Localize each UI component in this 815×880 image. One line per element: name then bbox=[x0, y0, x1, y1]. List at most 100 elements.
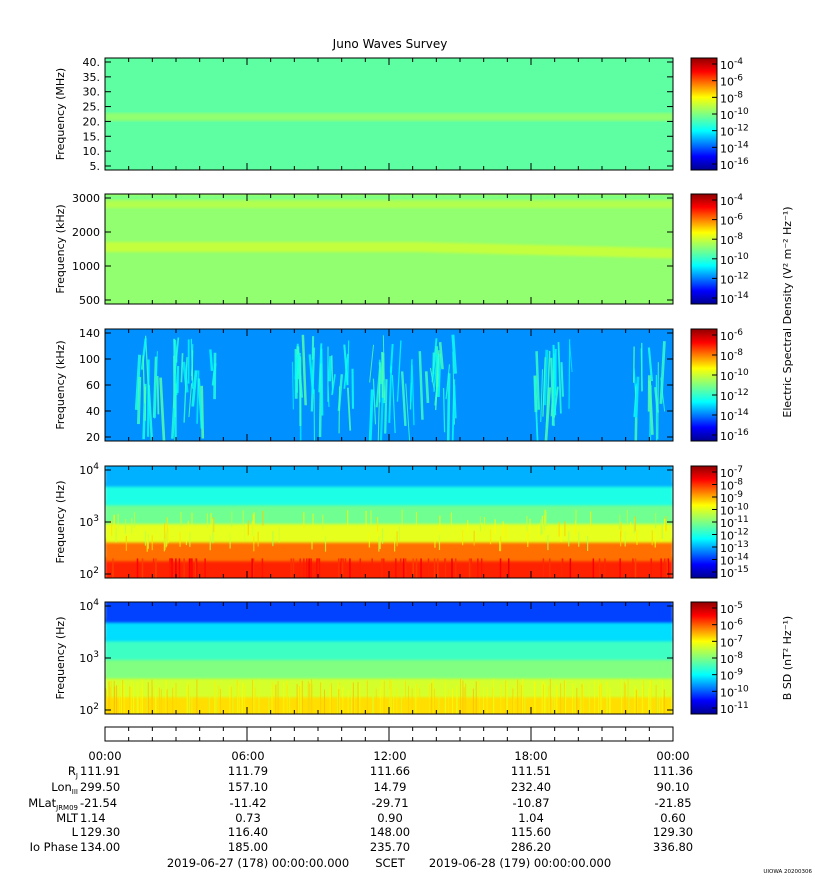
colorbar-tick-label: 10-8 bbox=[720, 232, 743, 247]
y-tick-label: 102 bbox=[79, 702, 99, 717]
colorbar-tick-label: 10-5 bbox=[720, 601, 743, 616]
spectrogram-image bbox=[105, 329, 673, 441]
y-tick-label: 20 bbox=[86, 431, 100, 444]
y-tick-label: 25. bbox=[83, 101, 101, 114]
colorbar-tick-label: 10-14 bbox=[720, 408, 749, 423]
ephemeris-value: 157.10 bbox=[228, 780, 268, 794]
colorbar-tick-label: 10-4 bbox=[720, 193, 743, 208]
chart-title: Juno Waves Survey bbox=[332, 37, 448, 51]
time-axis: 00:00 06:00 12:00 18:00 00:00 RJ 111.91 111.79 1… bbox=[28, 726, 812, 875]
ephemeris-value: 286.20 bbox=[511, 840, 551, 854]
y-tick-label: 3000 bbox=[72, 192, 100, 205]
colorbar-tick-label: 10-10 bbox=[720, 368, 749, 383]
colorbar-tick-label: 10-16 bbox=[720, 157, 749, 172]
colorbar-tick-label: 10-6 bbox=[720, 213, 743, 228]
colorbar-tick-label: 10-9 bbox=[720, 490, 743, 505]
ephemeris-value: 115.60 bbox=[511, 825, 551, 839]
colorbar-tick-label: 10-8 bbox=[720, 651, 743, 666]
y-tick-label: 140 bbox=[79, 327, 100, 340]
spectrogram-image bbox=[105, 602, 673, 714]
ephemeris-value: 111.36 bbox=[653, 764, 693, 778]
colorbar-tick-label: 10-13 bbox=[720, 540, 749, 555]
y-axis-label: Frequency (Hz) bbox=[54, 481, 67, 564]
colorbar-tick-label: 10-16 bbox=[720, 428, 749, 443]
spectrogram-panel-2: 3000 2000 1000 500 Frequency (kHz) 10-4 10-6 10… bbox=[54, 192, 749, 307]
ephemeris-value: 14.79 bbox=[374, 780, 407, 794]
colorbar-tick-label: 10-10 bbox=[720, 252, 749, 267]
y-axis-label: Frequency (Hz) bbox=[54, 617, 67, 700]
colorbar bbox=[690, 193, 718, 305]
ephemeris-value: 1.14 bbox=[80, 811, 106, 825]
ephemeris-row-label: Io Phase bbox=[30, 840, 78, 854]
ephemeris-value: 336.80 bbox=[653, 840, 693, 854]
y-tick-label: 40. bbox=[83, 56, 101, 69]
spectrogram-panel-4: 104 103 102 Frequency (Hz) 10-710-810-910-10… bbox=[54, 462, 749, 581]
spectrogram-image bbox=[105, 58, 673, 170]
ephemeris-value: 185.00 bbox=[228, 840, 268, 854]
ephemeris-value: -29.71 bbox=[371, 796, 408, 810]
time-label: 12:00 bbox=[373, 749, 406, 763]
y-tick-label: 10. bbox=[83, 145, 101, 158]
colorbar-tick-label: 10-8 bbox=[720, 348, 743, 363]
y-tick-label: 103 bbox=[79, 650, 99, 665]
end-time: 2019-06-28 (179) 00:00:00.000 bbox=[429, 856, 611, 870]
scet-label: SCET bbox=[375, 856, 406, 870]
colorbar-tick-label: 10-14 bbox=[720, 140, 749, 155]
ephemeris-value: 232.40 bbox=[511, 780, 551, 794]
y-axis-label: Frequency (kHz) bbox=[54, 340, 67, 429]
colorbar-tick-label: 10-12 bbox=[720, 528, 749, 543]
y-tick-label: 40 bbox=[86, 405, 100, 418]
y-axis-label: Frequency (MHz) bbox=[54, 68, 67, 160]
ephemeris-value: -11.42 bbox=[229, 796, 266, 810]
colorbar-label-electric: Electric Spectral Density (V² m⁻² Hz⁻¹) bbox=[781, 206, 794, 417]
ephemeris-row-label: LonIII bbox=[51, 780, 78, 796]
y-tick-label: 1000 bbox=[72, 260, 100, 273]
y-tick-label: 500 bbox=[79, 294, 100, 307]
colorbar-tick-label: 10-10 bbox=[720, 503, 749, 518]
ephemeris-value: 299.50 bbox=[80, 780, 120, 794]
time-label: 00:00 bbox=[88, 749, 121, 763]
ephemeris-value: 111.91 bbox=[80, 764, 120, 778]
ephemeris-value: 148.00 bbox=[370, 825, 410, 839]
spectrogram-panel-3: 140 100 60 40 20 Frequency (kHz) 10-6 10-8 10-10… bbox=[54, 327, 749, 444]
y-tick-label: 20. bbox=[83, 115, 101, 128]
colorbar-tick-label: 10-8 bbox=[720, 478, 743, 493]
colorbar-tick-label: 10-6 bbox=[720, 618, 743, 633]
colorbar-tick-label: 10-9 bbox=[720, 668, 743, 683]
y-tick-label: 35. bbox=[83, 71, 101, 84]
ephemeris-value: 134.00 bbox=[80, 840, 120, 854]
colorbar-tick-label: 10-11 bbox=[720, 701, 749, 716]
colorbar-tick-label: 10-10 bbox=[720, 107, 749, 122]
y-tick-label: 30. bbox=[83, 86, 101, 99]
ephemeris-value: 1.04 bbox=[518, 811, 544, 825]
time-label: 00:00 bbox=[656, 749, 689, 763]
ephemeris-value: 116.40 bbox=[228, 825, 268, 839]
spectrogram-panel-5: 104 103 102 Frequency (Hz) 10-5 10-610-7 10-8 1… bbox=[54, 598, 749, 717]
y-tick-label: 2000 bbox=[72, 226, 100, 239]
ephemeris-value: 0.60 bbox=[660, 811, 686, 825]
ephemeris-value: 111.51 bbox=[511, 764, 551, 778]
ephemeris-value: 129.30 bbox=[653, 825, 693, 839]
spectrogram-image bbox=[105, 466, 673, 578]
y-tick-label: 100 bbox=[79, 353, 100, 366]
credit-label: UIOWA 20200306 bbox=[763, 869, 812, 875]
ephemeris-value: 111.66 bbox=[370, 764, 410, 778]
ephemeris-value: -10.87 bbox=[512, 796, 549, 810]
colorbar-label-magnetic: B SD (nT² Hz⁻¹) bbox=[781, 616, 794, 700]
colorbar-tick-label: 10-14 bbox=[720, 553, 749, 568]
y-tick-label: 103 bbox=[79, 514, 99, 529]
y-tick-label: 60 bbox=[86, 379, 100, 392]
y-tick-label: 102 bbox=[79, 566, 99, 581]
colorbar-tick-label: 10-15 bbox=[720, 565, 749, 580]
ephemeris-value: 129.30 bbox=[80, 825, 120, 839]
time-label: 06:00 bbox=[231, 749, 264, 763]
colorbar-tick-label: 10-6 bbox=[720, 74, 743, 89]
colorbar-tick-label: 10-12 bbox=[720, 388, 749, 403]
ephemeris-value: 0.90 bbox=[377, 811, 403, 825]
y-axis-label: Frequency (kHz) bbox=[54, 204, 67, 293]
start-time: 2019-06-27 (178) 00:00:00.000 bbox=[167, 856, 349, 870]
spectrogram-image bbox=[105, 194, 673, 304]
colorbar-tick-label: 10-7 bbox=[720, 465, 743, 480]
ephemeris-value: -21.54 bbox=[80, 796, 117, 810]
